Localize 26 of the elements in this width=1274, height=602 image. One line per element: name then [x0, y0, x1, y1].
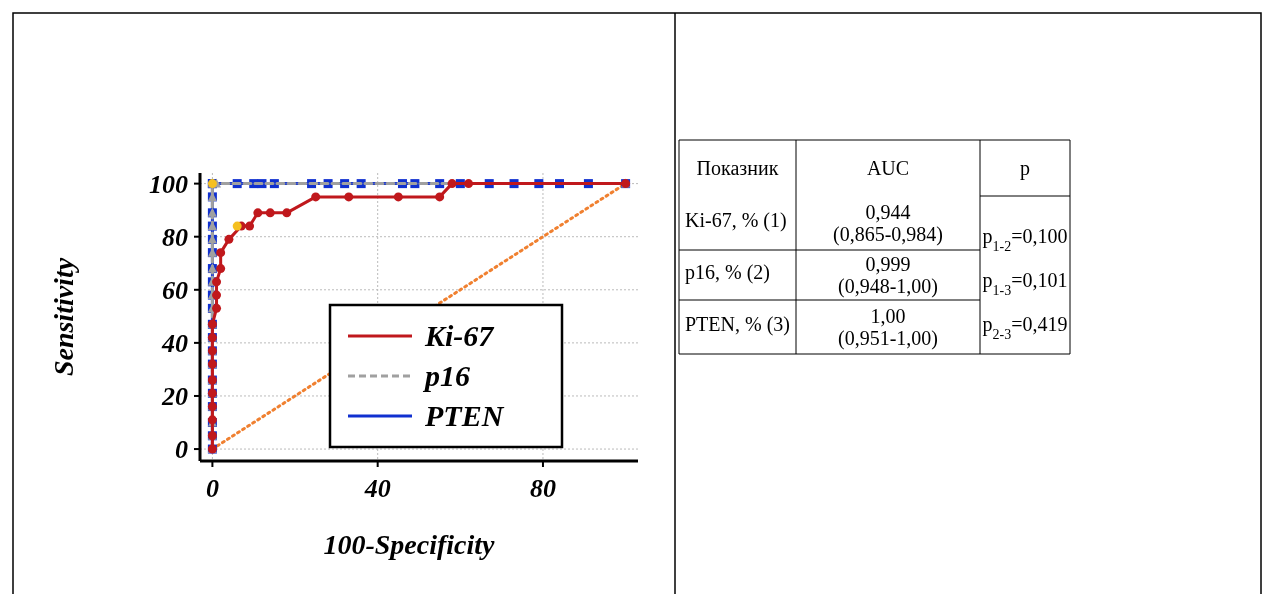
text: Ki-67, % (1): [685, 209, 787, 232]
text: AUC: [866, 157, 910, 179]
text: Показник: [696, 157, 779, 179]
y-tick-label: 100: [149, 169, 188, 199]
text: p$_{2-3}$=0,419: [982, 313, 1068, 342]
x-tick-label: 40: [363, 474, 391, 503]
legend-label: p16: [422, 359, 470, 392]
y-tick-label: 40: [161, 328, 188, 358]
y-tick-label: 80: [162, 222, 188, 252]
y-tick-label: 60: [162, 275, 188, 305]
text: p16, % (2): [685, 261, 770, 284]
legend-label: PTEN: [424, 399, 505, 432]
text: PTEN, % (3): [685, 313, 790, 336]
text: 0,944 (0,865-0,984): [833, 201, 943, 246]
y-tick-label: 0: [175, 435, 188, 465]
x-tick-label: 80: [529, 474, 556, 503]
x-tick-label: 0: [205, 474, 219, 503]
legend-label: Ki-67: [424, 319, 495, 352]
text: p$_{1-3}$=0,101: [982, 269, 1068, 298]
text: p: [1020, 157, 1030, 180]
y-axis-title: Sensitivity: [48, 257, 79, 377]
x-axis-title: 100-Specificity: [323, 529, 496, 560]
text: p$_{1-2}$=0,100: [982, 225, 1068, 254]
text: 1,00 (0,951-1,00): [838, 305, 938, 350]
y-tick-label: 20: [161, 381, 188, 411]
text: 0,999 (0,948-1,00): [838, 253, 938, 298]
